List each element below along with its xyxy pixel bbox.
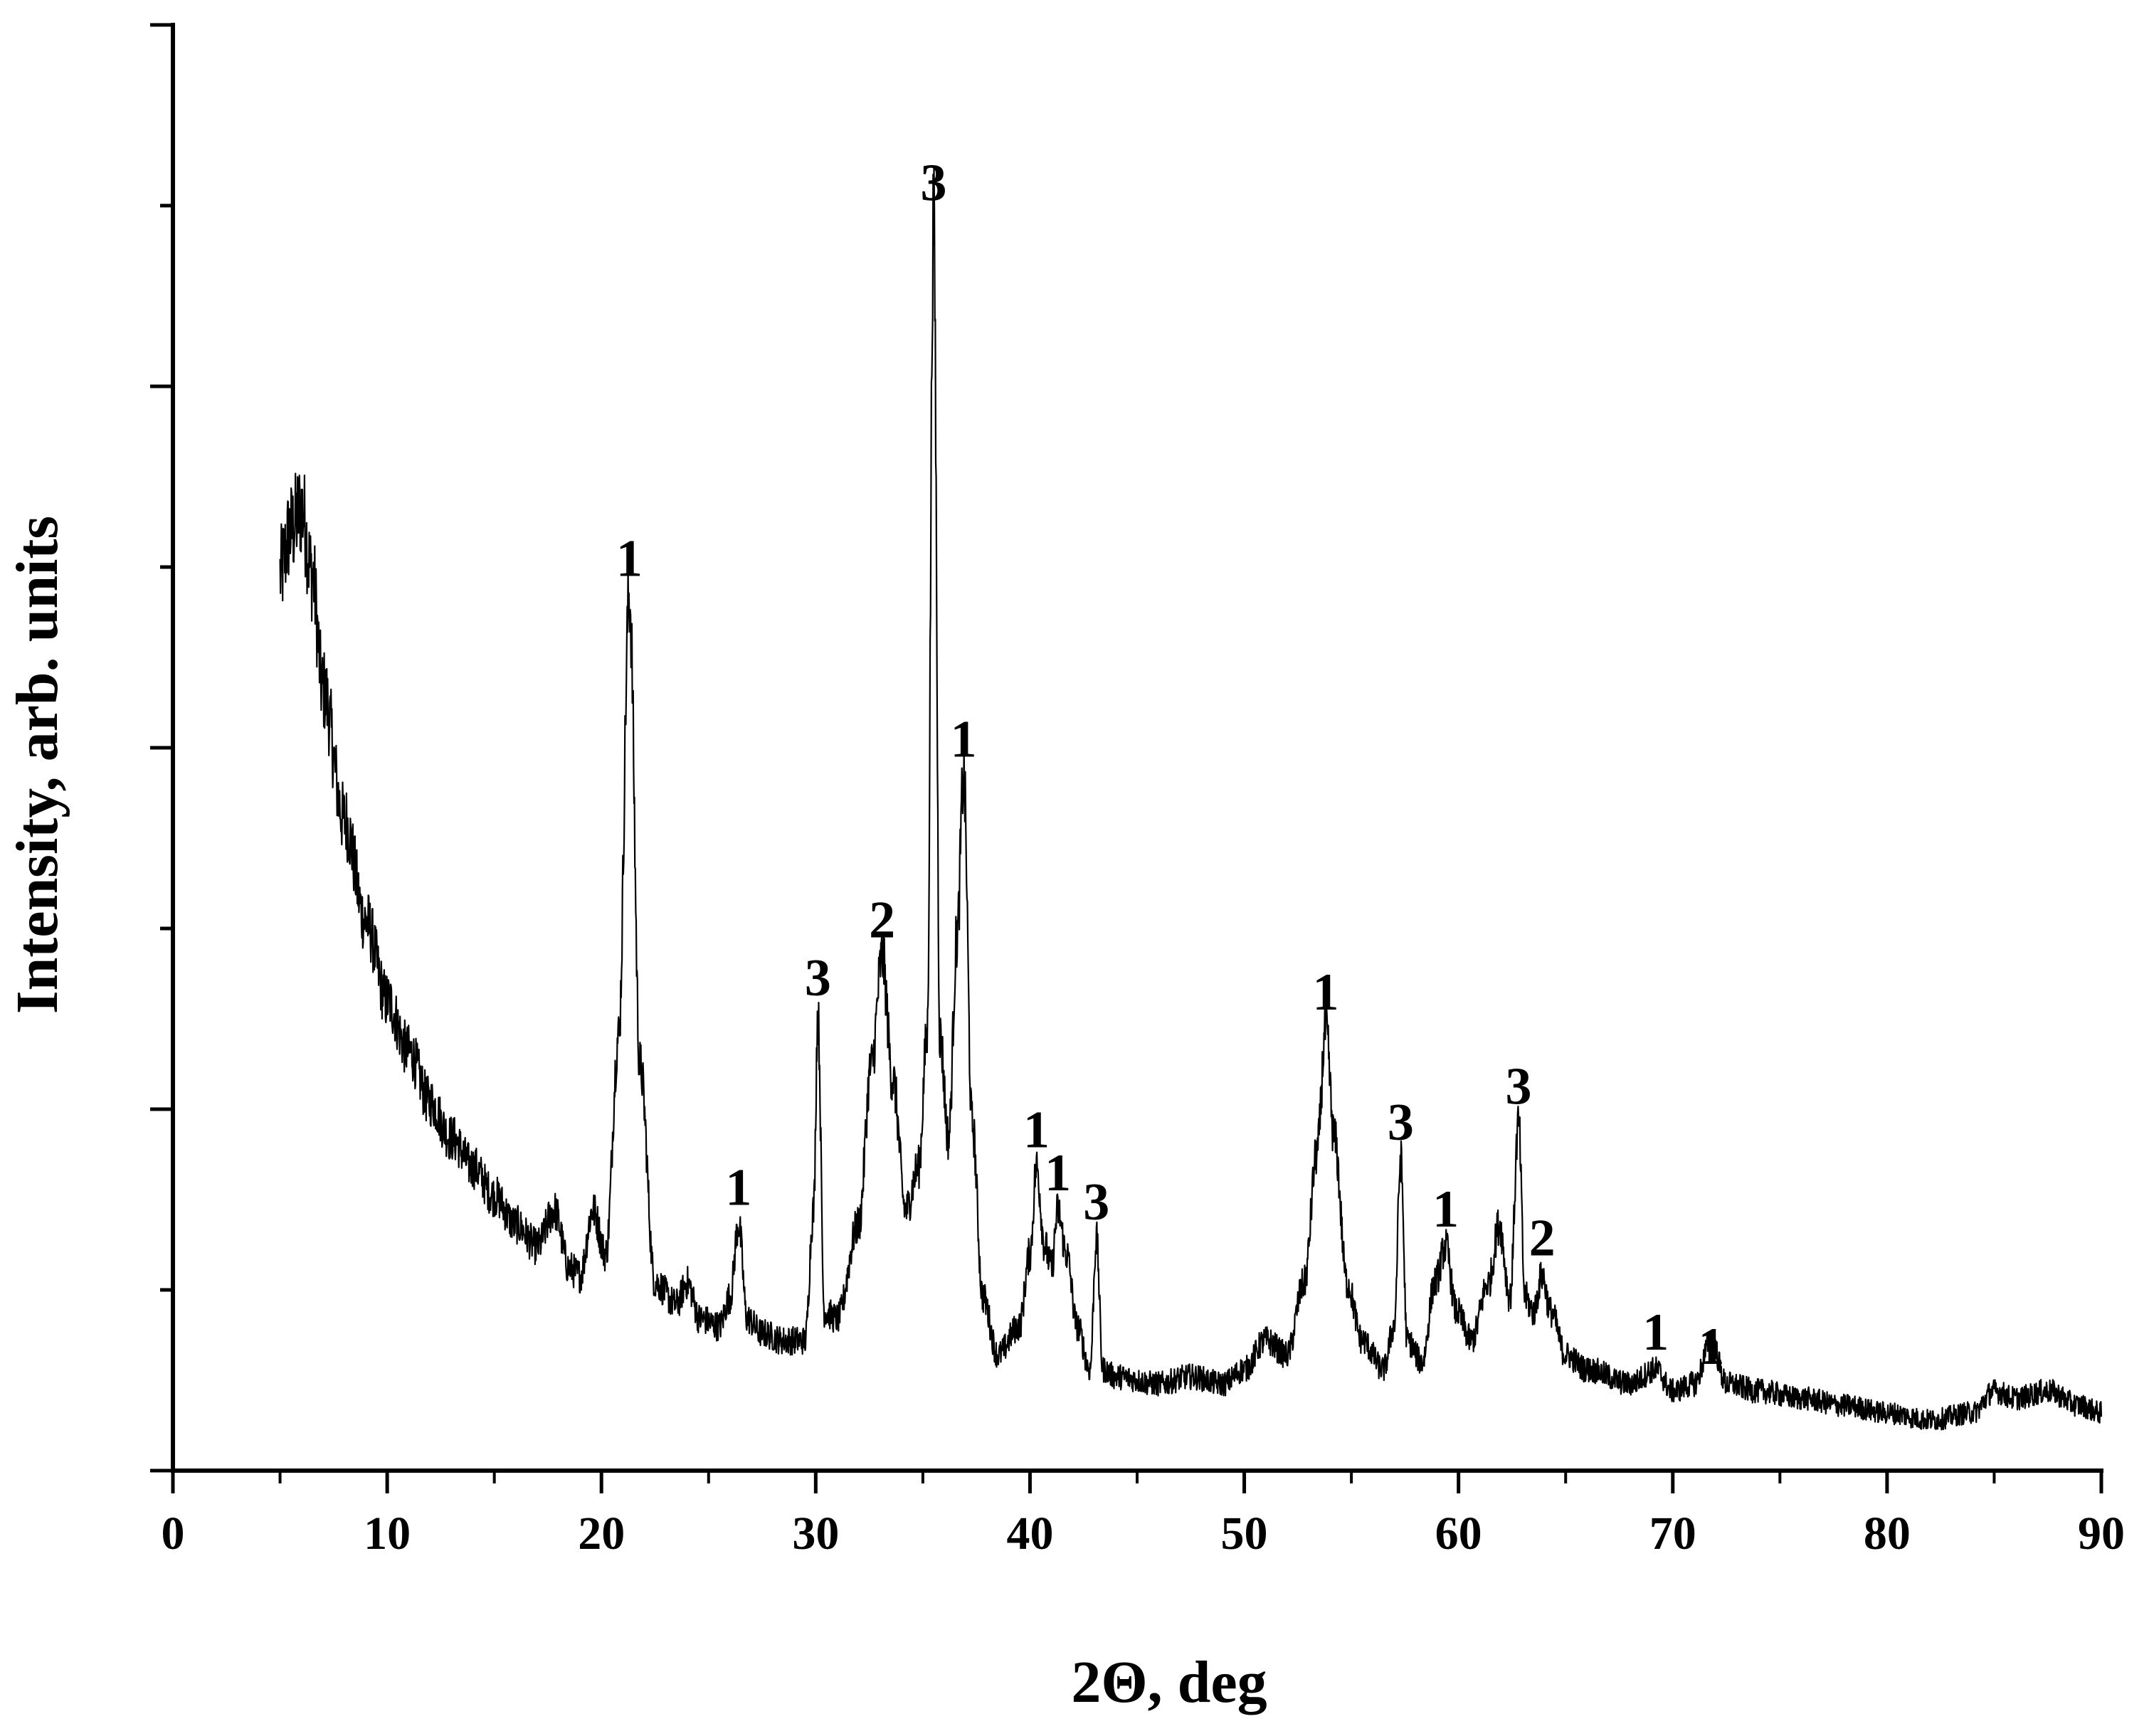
peak-label: 1: [1432, 1180, 1459, 1239]
x-tick-label: 30: [792, 1508, 839, 1560]
x-tick-label: 80: [1864, 1508, 1911, 1560]
ticks: 0 10 20 30 40 50 60 70 80 90: [150, 23, 2125, 1560]
x-tick-label: 20: [578, 1508, 625, 1560]
x-tick-label: 70: [1649, 1508, 1696, 1560]
peak-label: 1: [616, 530, 643, 588]
peak-label: 1: [1312, 963, 1338, 1022]
peak-label: 3: [1083, 1173, 1109, 1232]
x-tick-label: 90: [2078, 1508, 2125, 1560]
peak-label: 3: [1388, 1094, 1414, 1152]
y-axis-title: Intensity, arb. units: [4, 516, 70, 1014]
peak-label: 2: [869, 891, 895, 950]
peak-label: 3: [805, 949, 831, 1007]
x-tick-label: 50: [1221, 1508, 1268, 1560]
peak-label: 2: [1529, 1210, 1556, 1268]
peak-label: 1: [1642, 1303, 1669, 1362]
xrd-pattern-line: [279, 166, 2103, 1431]
x-tick-label: 40: [1006, 1508, 1053, 1560]
peak-label: 1: [1698, 1318, 1724, 1376]
x-tick-label: 60: [1435, 1508, 1482, 1560]
x-tick-label: 10: [364, 1508, 411, 1560]
peak-label: 3: [920, 154, 946, 212]
x-tick-label: 0: [162, 1508, 185, 1560]
peak-label: 1: [725, 1159, 751, 1217]
plot-area: [279, 166, 2103, 1431]
peak-label: 3: [1505, 1057, 1531, 1116]
axes: [171, 23, 2103, 1473]
peak-label: 1: [1023, 1101, 1050, 1159]
x-axis-title: 2Θ, deg: [1071, 1649, 1267, 1715]
peak-label: 1: [1045, 1144, 1071, 1202]
peak-label: 1: [951, 711, 977, 769]
